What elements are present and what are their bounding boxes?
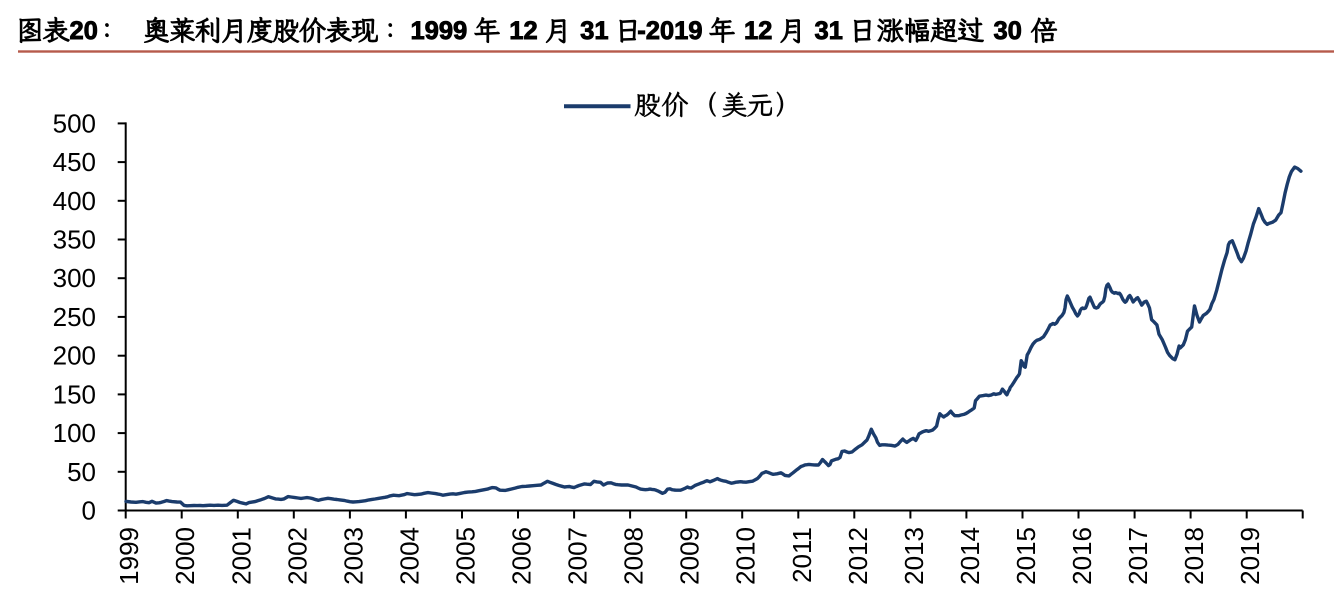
svg-text:2019: 2019 <box>1235 527 1265 585</box>
svg-text:1999: 1999 <box>114 527 144 585</box>
svg-text:2017: 2017 <box>1123 527 1153 585</box>
svg-text:0: 0 <box>82 496 96 526</box>
svg-text:300: 300 <box>53 263 96 293</box>
svg-text:2016: 2016 <box>1067 527 1097 585</box>
svg-text:450: 450 <box>53 147 96 177</box>
svg-text:2018: 2018 <box>1179 527 1209 585</box>
svg-text:2005: 2005 <box>451 527 481 585</box>
svg-text:2000: 2000 <box>170 527 200 585</box>
svg-text:2013: 2013 <box>899 527 929 585</box>
svg-text:2007: 2007 <box>563 527 593 585</box>
svg-text:150: 150 <box>53 379 96 409</box>
svg-text:2002: 2002 <box>282 527 312 585</box>
svg-text:2008: 2008 <box>619 527 649 585</box>
svg-text:2009: 2009 <box>675 527 705 585</box>
svg-text:2006: 2006 <box>507 527 537 585</box>
svg-text:2012: 2012 <box>843 527 873 585</box>
svg-text:2010: 2010 <box>731 527 761 585</box>
svg-text:2014: 2014 <box>955 527 985 585</box>
svg-text:50: 50 <box>67 457 96 487</box>
svg-text:2011: 2011 <box>787 527 817 583</box>
svg-text:400: 400 <box>53 186 96 216</box>
svg-text:200: 200 <box>53 341 96 371</box>
svg-text:500: 500 <box>53 108 96 138</box>
svg-text:350: 350 <box>53 225 96 255</box>
svg-text:2001: 2001 <box>226 527 256 585</box>
svg-text:2003: 2003 <box>338 527 368 585</box>
svg-text:100: 100 <box>53 418 96 448</box>
svg-text:2004: 2004 <box>394 527 424 585</box>
svg-text:2015: 2015 <box>1011 527 1041 585</box>
svg-text:250: 250 <box>53 302 96 332</box>
